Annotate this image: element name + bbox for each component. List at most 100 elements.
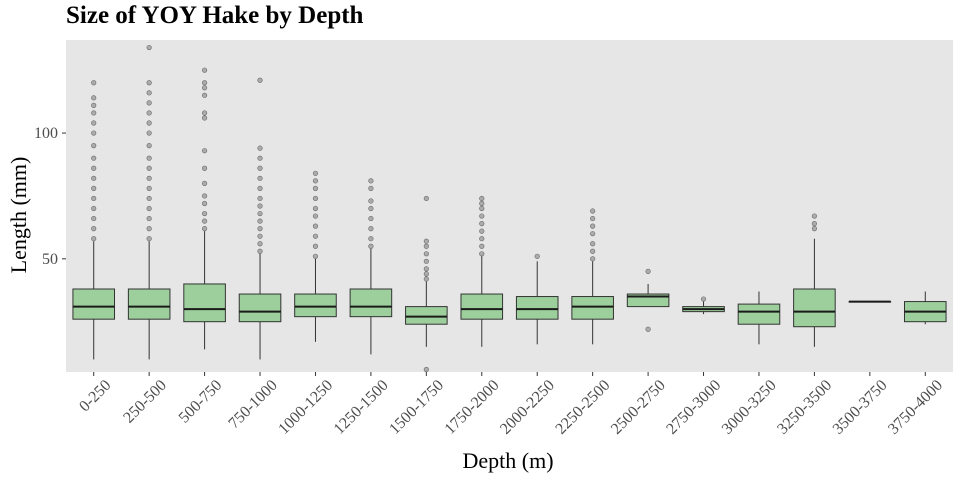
outlier-point: [91, 120, 97, 126]
outlier-point: [368, 185, 374, 191]
outlier-point: [91, 110, 97, 116]
outlier-point: [423, 258, 429, 264]
y-axis-title: Length (mm): [6, 157, 31, 274]
outlier-point: [423, 195, 429, 202]
box-iqr: [405, 306, 448, 325]
outlier-point: [257, 218, 263, 224]
outlier-point: [312, 243, 319, 249]
outlier-point: [423, 243, 429, 249]
x-tick-label: 1000-1250: [275, 377, 336, 438]
x-tick-label: 3500-3750: [830, 377, 891, 438]
box-iqr: [571, 296, 614, 320]
outlier-point: [91, 205, 97, 212]
box-iqr: [72, 288, 116, 320]
outlier-point: [479, 243, 485, 249]
x-tick-label: 1500-1750: [386, 377, 447, 438]
outlier-point: [201, 165, 208, 171]
outlier-point: [257, 233, 263, 239]
box-3000-3250: [737, 291, 781, 345]
chart-title: Size of YOY Hake by Depth: [66, 2, 364, 29]
outlier-point: [146, 100, 152, 106]
outlier-point: [811, 226, 818, 232]
outlier-point: [146, 80, 152, 86]
outlier-point: [590, 208, 596, 214]
y-tick-label: 50: [42, 251, 58, 268]
box-1500-1750: [405, 195, 448, 373]
box-iqr: [349, 288, 393, 318]
y-axis: 50 100: [34, 125, 66, 268]
outlier-point: [201, 218, 208, 224]
outlier-point: [368, 198, 374, 204]
outlier-point: [811, 221, 818, 227]
outlier-point: [312, 233, 319, 239]
outlier-point: [201, 115, 208, 121]
outlier-point: [146, 130, 152, 136]
box-plots: [72, 44, 947, 373]
x-tick-label: 3750-4000: [885, 377, 946, 438]
outlier-point: [201, 67, 208, 73]
outlier-point: [91, 185, 97, 191]
outlier-point: [423, 366, 429, 373]
outlier-point: [312, 213, 319, 219]
outlier-point: [368, 236, 374, 242]
outlier-point: [423, 276, 429, 282]
outlier-point: [479, 221, 485, 227]
outlier-point: [590, 231, 596, 237]
outlier-point: [146, 90, 152, 96]
box-750-1000: [238, 77, 282, 360]
outlier-point: [368, 243, 374, 249]
outlier-point: [423, 238, 429, 244]
x-axis: 0-250 250-500 500-750 750-10001000-12501250…: [76, 372, 946, 438]
outlier-point: [91, 215, 97, 222]
outlier-point: [368, 215, 374, 222]
outlier-point: [590, 241, 596, 247]
outlier-point: [201, 85, 208, 91]
outlier-point: [423, 271, 429, 277]
outlier-point: [257, 203, 263, 209]
outlier-point: [645, 268, 651, 274]
outlier-point: [257, 226, 263, 232]
outlier-point: [257, 210, 263, 217]
box-iqr: [515, 296, 559, 320]
outlier-point: [312, 205, 319, 212]
x-tick-label: 0-250: [76, 377, 114, 415]
box-1250-1500: [349, 178, 393, 355]
outlier-point: [312, 185, 319, 191]
outlier-point: [590, 215, 596, 222]
outlier-point: [479, 228, 485, 234]
outlier-point: [368, 178, 374, 184]
x-tick-label: 2500-2750: [608, 377, 669, 438]
x-tick-label: 1250-1500: [331, 377, 392, 438]
outlier-point: [257, 185, 263, 191]
x-axis-title: Depth (m): [462, 448, 553, 473]
outlier-point: [368, 226, 374, 232]
outlier-point: [201, 110, 208, 116]
outlier-point: [368, 205, 374, 212]
x-tick-label: 3000-3250: [719, 377, 780, 438]
outlier-point: [257, 241, 263, 247]
outlier-point: [479, 213, 485, 219]
outlier-point: [645, 326, 651, 332]
box-iqr: [294, 293, 337, 318]
outlier-point: [312, 178, 319, 184]
box-0-250: [72, 80, 116, 360]
outlier-point: [201, 200, 208, 207]
outlier-point: [201, 210, 208, 217]
outlier-point: [423, 266, 429, 272]
x-tick-label: 750-1000: [225, 377, 280, 432]
outlier-point: [257, 145, 263, 151]
outlier-point: [257, 195, 263, 202]
box-3250-3500: [793, 213, 836, 347]
outlier-point: [146, 215, 152, 222]
x-tick-label: 2250-2500: [552, 377, 613, 438]
box-iqr: [183, 283, 226, 323]
outlier-point: [201, 80, 208, 86]
box-3750-4000: [903, 291, 947, 325]
outlier-point: [700, 296, 707, 302]
outlier-point: [201, 226, 208, 232]
outlier-point: [423, 251, 429, 257]
box-iqr: [238, 293, 282, 323]
outlier-point: [146, 110, 152, 116]
x-tick-label: 2000-2250: [497, 377, 558, 438]
